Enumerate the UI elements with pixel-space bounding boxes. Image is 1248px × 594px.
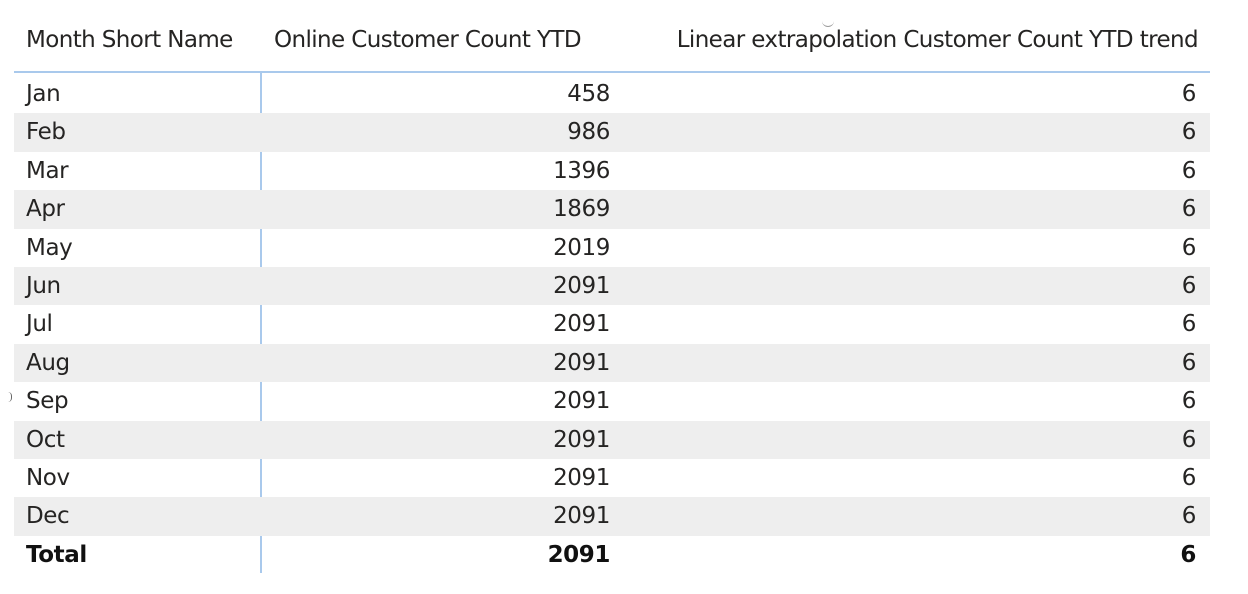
cell-month: Jan [26, 81, 61, 107]
total-trend: 6 [1180, 541, 1196, 568]
table-body: Jan 458 6 Feb 986 6 Mar 1396 6 Apr 1869 6 May 2019 6 Ju… [14, 75, 1210, 574]
cell-online-customer-count: 2091 [553, 503, 610, 530]
cell-trend: 6 [1181, 311, 1197, 338]
cell-month: Feb [26, 119, 66, 146]
cell-month: May [26, 234, 73, 261]
table-row[interactable]: Apr 1869 6 [14, 190, 1210, 229]
cell-online-customer-count: 458 [567, 81, 610, 107]
cell-trend: 6 [1181, 196, 1197, 223]
table-row[interactable]: May 2019 6 [14, 229, 1210, 267]
cell-month: Jun [26, 272, 61, 299]
cell-month: Sep [26, 388, 69, 415]
cell-trend: 6 [1181, 426, 1197, 453]
cell-online-customer-count: 2019 [553, 234, 610, 261]
cell-trend: 6 [1181, 81, 1197, 107]
table-row[interactable]: Sep 2091 6 [14, 382, 1210, 420]
cell-month: Apr [26, 196, 65, 223]
column-header-online-customer-count[interactable]: Online Customer Count YTD [274, 27, 582, 53]
cell-trend: 6 [1181, 388, 1197, 415]
cell-online-customer-count: 2091 [553, 464, 610, 491]
cell-month: Nov [26, 464, 70, 491]
table-row[interactable]: Nov 2091 6 [14, 459, 1210, 497]
table-visual: Month Short Name Online Customer Count Y… [14, 14, 1210, 573]
cell-trend: 6 [1181, 119, 1197, 146]
cell-month: Aug [26, 349, 70, 376]
cell-month: Mar [26, 157, 69, 184]
cell-trend: 6 [1181, 157, 1197, 184]
table-row[interactable]: Feb 986 6 [14, 113, 1210, 152]
cell-online-customer-count: 2091 [553, 426, 610, 453]
cell-online-customer-count: 1869 [553, 196, 610, 223]
cell-trend: 6 [1181, 234, 1197, 261]
cell-month: Jul [26, 311, 53, 338]
column-header-month[interactable]: Month Short Name [26, 27, 233, 53]
table-row[interactable]: Oct 2091 6 [14, 420, 1210, 459]
cell-trend: 6 [1181, 349, 1197, 376]
table-row[interactable]: Dec 2091 6 [14, 497, 1210, 536]
total-label: Total [26, 541, 87, 568]
column-header-linear-extrapolation[interactable]: Linear extrapolation Customer Count YTD … [676, 27, 1199, 53]
sort-indicator-icon[interactable] [822, 20, 834, 27]
total-online-customer-count: 2091 [547, 541, 611, 568]
header-divider [14, 71, 1210, 73]
table-row[interactable]: Jun 2091 6 [14, 266, 1210, 306]
column-divider[interactable] [260, 73, 262, 573]
cell-trend: 6 [1181, 503, 1197, 530]
cell-online-customer-count: 2091 [553, 311, 610, 338]
table-total-row: Total 2091 6 [14, 536, 1210, 574]
table-row[interactable]: Mar 1396 6 [14, 152, 1210, 190]
table-row[interactable]: Jul 2091 6 [14, 305, 1210, 343]
cell-online-customer-count: 1396 [553, 157, 610, 184]
cell-online-customer-count: 2091 [553, 349, 610, 376]
cell-trend: 6 [1181, 464, 1197, 491]
cell-trend: 6 [1181, 272, 1197, 299]
table-row[interactable]: Jan 458 6 [14, 75, 1210, 113]
cell-online-customer-count: 2091 [553, 388, 610, 415]
cell-online-customer-count: 2091 [553, 272, 610, 299]
cell-month: Dec [26, 503, 70, 530]
row-marker-icon [8, 392, 12, 402]
cell-month: Oct [26, 426, 65, 453]
table-row[interactable]: Aug 2091 6 [14, 343, 1210, 383]
table-header-row: Month Short Name Online Customer Count Y… [14, 14, 1210, 71]
cell-online-customer-count: 986 [567, 119, 610, 146]
